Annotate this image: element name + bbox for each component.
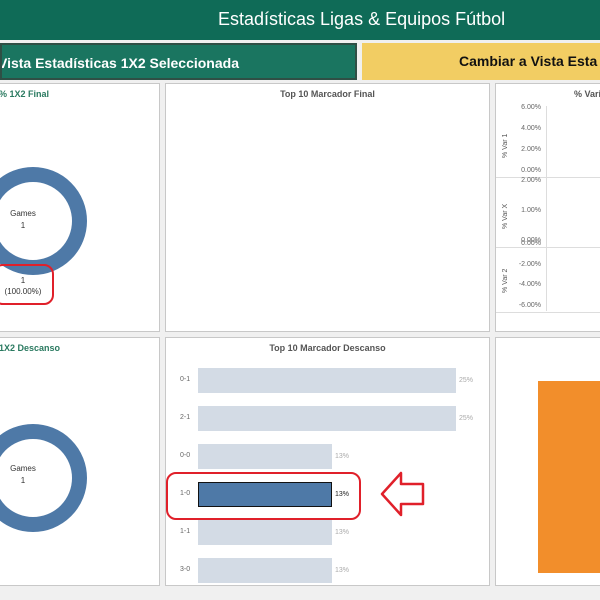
change-view-label: Cambiar a Vista Esta [459,53,598,69]
dashboard-title: Estadísticas Ligas & Equipos Fútbol [218,9,506,29]
variation-tick-label: -6.00% [518,302,541,309]
bar-category-label: 0-1 [180,376,191,383]
panel-variation: % Vari % Var 1 6.00% 4.00% 2.00% 0.00%% Var … [495,83,600,332]
bar-category-label: 0-0 [180,452,191,459]
bar-value-label: 13% [335,491,350,498]
bottom-strip [0,588,600,600]
bar-category-label: 1-1 [180,528,191,535]
variation-tick-label: 0.00% [521,240,541,247]
panel-variation-title: % Vari [574,89,600,99]
bar-2-1[interactable] [198,406,456,431]
bar-value-label: 13% [335,529,350,536]
variation-row-divider [496,247,600,248]
bar-3-0[interactable] [198,558,332,583]
panel-top10-final: Top 10 Marcador Final [165,83,490,332]
variation-tick-label: 1.00% [521,207,541,214]
variation-axis-line [546,106,547,311]
donut-final-label: Games [10,209,36,218]
panel-1x2-final-title: % 1X2 Final [0,89,50,99]
selected-view-button[interactable]: Vista Estadísticas 1X2 Seleccionada [0,43,357,80]
change-view-button[interactable]: Cambiar a Vista Esta [362,43,600,80]
left-arrow-icon [380,471,425,517]
bar-0-1[interactable] [198,368,456,393]
donut-chart-descanso[interactable] [0,424,87,532]
panel-1x2-descanso-title: 1X2 Descanso [0,343,61,353]
variation-tick-label: 2.00% [521,177,541,184]
donut-final-value: 1 [20,221,26,230]
panel-top10-descanso-title: Top 10 Marcador Descanso [269,343,386,353]
bar-0-0[interactable] [198,444,332,469]
bar-category-label: 1-0 [180,490,191,497]
variation-row-divider [496,312,600,313]
bar-value-label: 13% [335,567,350,574]
variation-row-divider [496,177,600,178]
panel-top10-final-title: Top 10 Marcador Final [280,89,375,99]
bar-1-1[interactable] [198,520,332,545]
variation-tick-label: 0.00% [521,237,541,244]
variation-tick-label: -2.00% [518,260,541,268]
panel-right-bottom [495,337,600,586]
final-count: 1 [20,276,26,285]
orange-bar[interactable] [538,381,600,573]
bar-value-label: 25% [459,377,474,384]
variation-tick-label: 4.00% [521,125,541,132]
variation-tick-label: -4.00% [518,281,541,289]
highlight-annotation-bar [166,472,361,520]
panel-1x2-final: % 1X2 Final Games 1 1 (100.00%) [0,83,160,332]
donut-descanso-label: Games [10,464,36,473]
bar-value-label: 25% [459,415,474,422]
panel-1x2-descanso: 1X2 Descanso Games 1 [0,337,160,586]
final-percent: (100.00%) [4,287,42,296]
dashboard-header: Estadísticas Ligas & Equipos Fútbol [0,0,600,40]
bar-category-label: 2-1 [180,414,191,421]
selected-view-label: Vista Estadísticas 1X2 Seleccionada [0,55,239,71]
variation-tick-label: 6.00% [521,104,541,111]
variation-tick-label: 2.00% [521,146,541,153]
panel-top10-descanso: Top 10 Marcador Descanso 0-1 25% 2-1 25% 0-0… [165,337,490,586]
bar-1-0[interactable] [198,482,332,507]
variation-tick-label: 0.00% [521,167,541,174]
highlight-annotation-final [0,264,54,305]
bar-category-label: 3-0 [180,566,191,573]
donut-descanso-value: 1 [20,476,26,485]
bar-value-label: 13% [335,453,350,460]
